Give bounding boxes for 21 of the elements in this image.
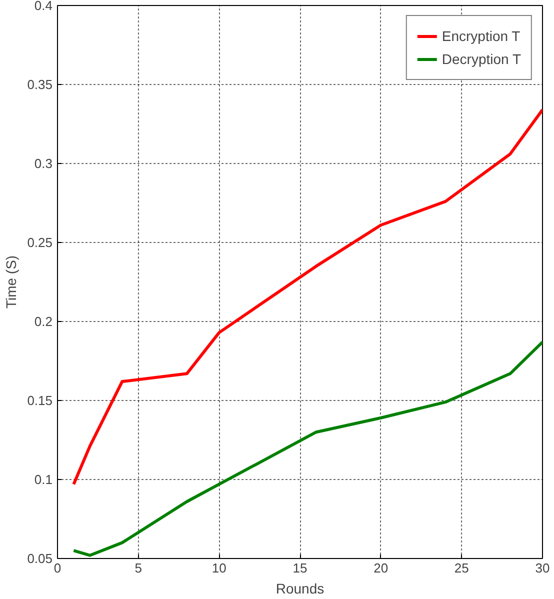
x-tick-label: 30 bbox=[535, 560, 550, 576]
line-series bbox=[72, 108, 542, 486]
legend-label: Decryption T bbox=[442, 51, 521, 67]
y-tick-label: 0.15 bbox=[27, 393, 53, 408]
line-series bbox=[72, 340, 542, 557]
y-tick-label: 0.2 bbox=[34, 314, 53, 329]
y-tick-label: 0.1 bbox=[34, 472, 53, 487]
x-tick-label: 25 bbox=[454, 560, 469, 576]
y-axis-title: Time (S) bbox=[3, 255, 20, 309]
y-tick-label: 0.3 bbox=[34, 156, 53, 171]
legend-label: Encryption T bbox=[442, 28, 520, 44]
x-tick-label: 15 bbox=[292, 560, 308, 576]
x-tick-label: 5 bbox=[134, 560, 142, 576]
x-tick-label: 10 bbox=[212, 560, 226, 576]
y-tick-label: 0.4 bbox=[34, 0, 53, 13]
x-axis-title: Rounds bbox=[276, 580, 324, 596]
y-tick-label: 0.35 bbox=[27, 77, 53, 92]
y-tick-label: 0.05 bbox=[27, 551, 53, 566]
y-tick-label: 0.25 bbox=[27, 235, 53, 250]
x-tick-label: 0 bbox=[54, 560, 62, 576]
x-tick-label: 20 bbox=[374, 560, 388, 576]
